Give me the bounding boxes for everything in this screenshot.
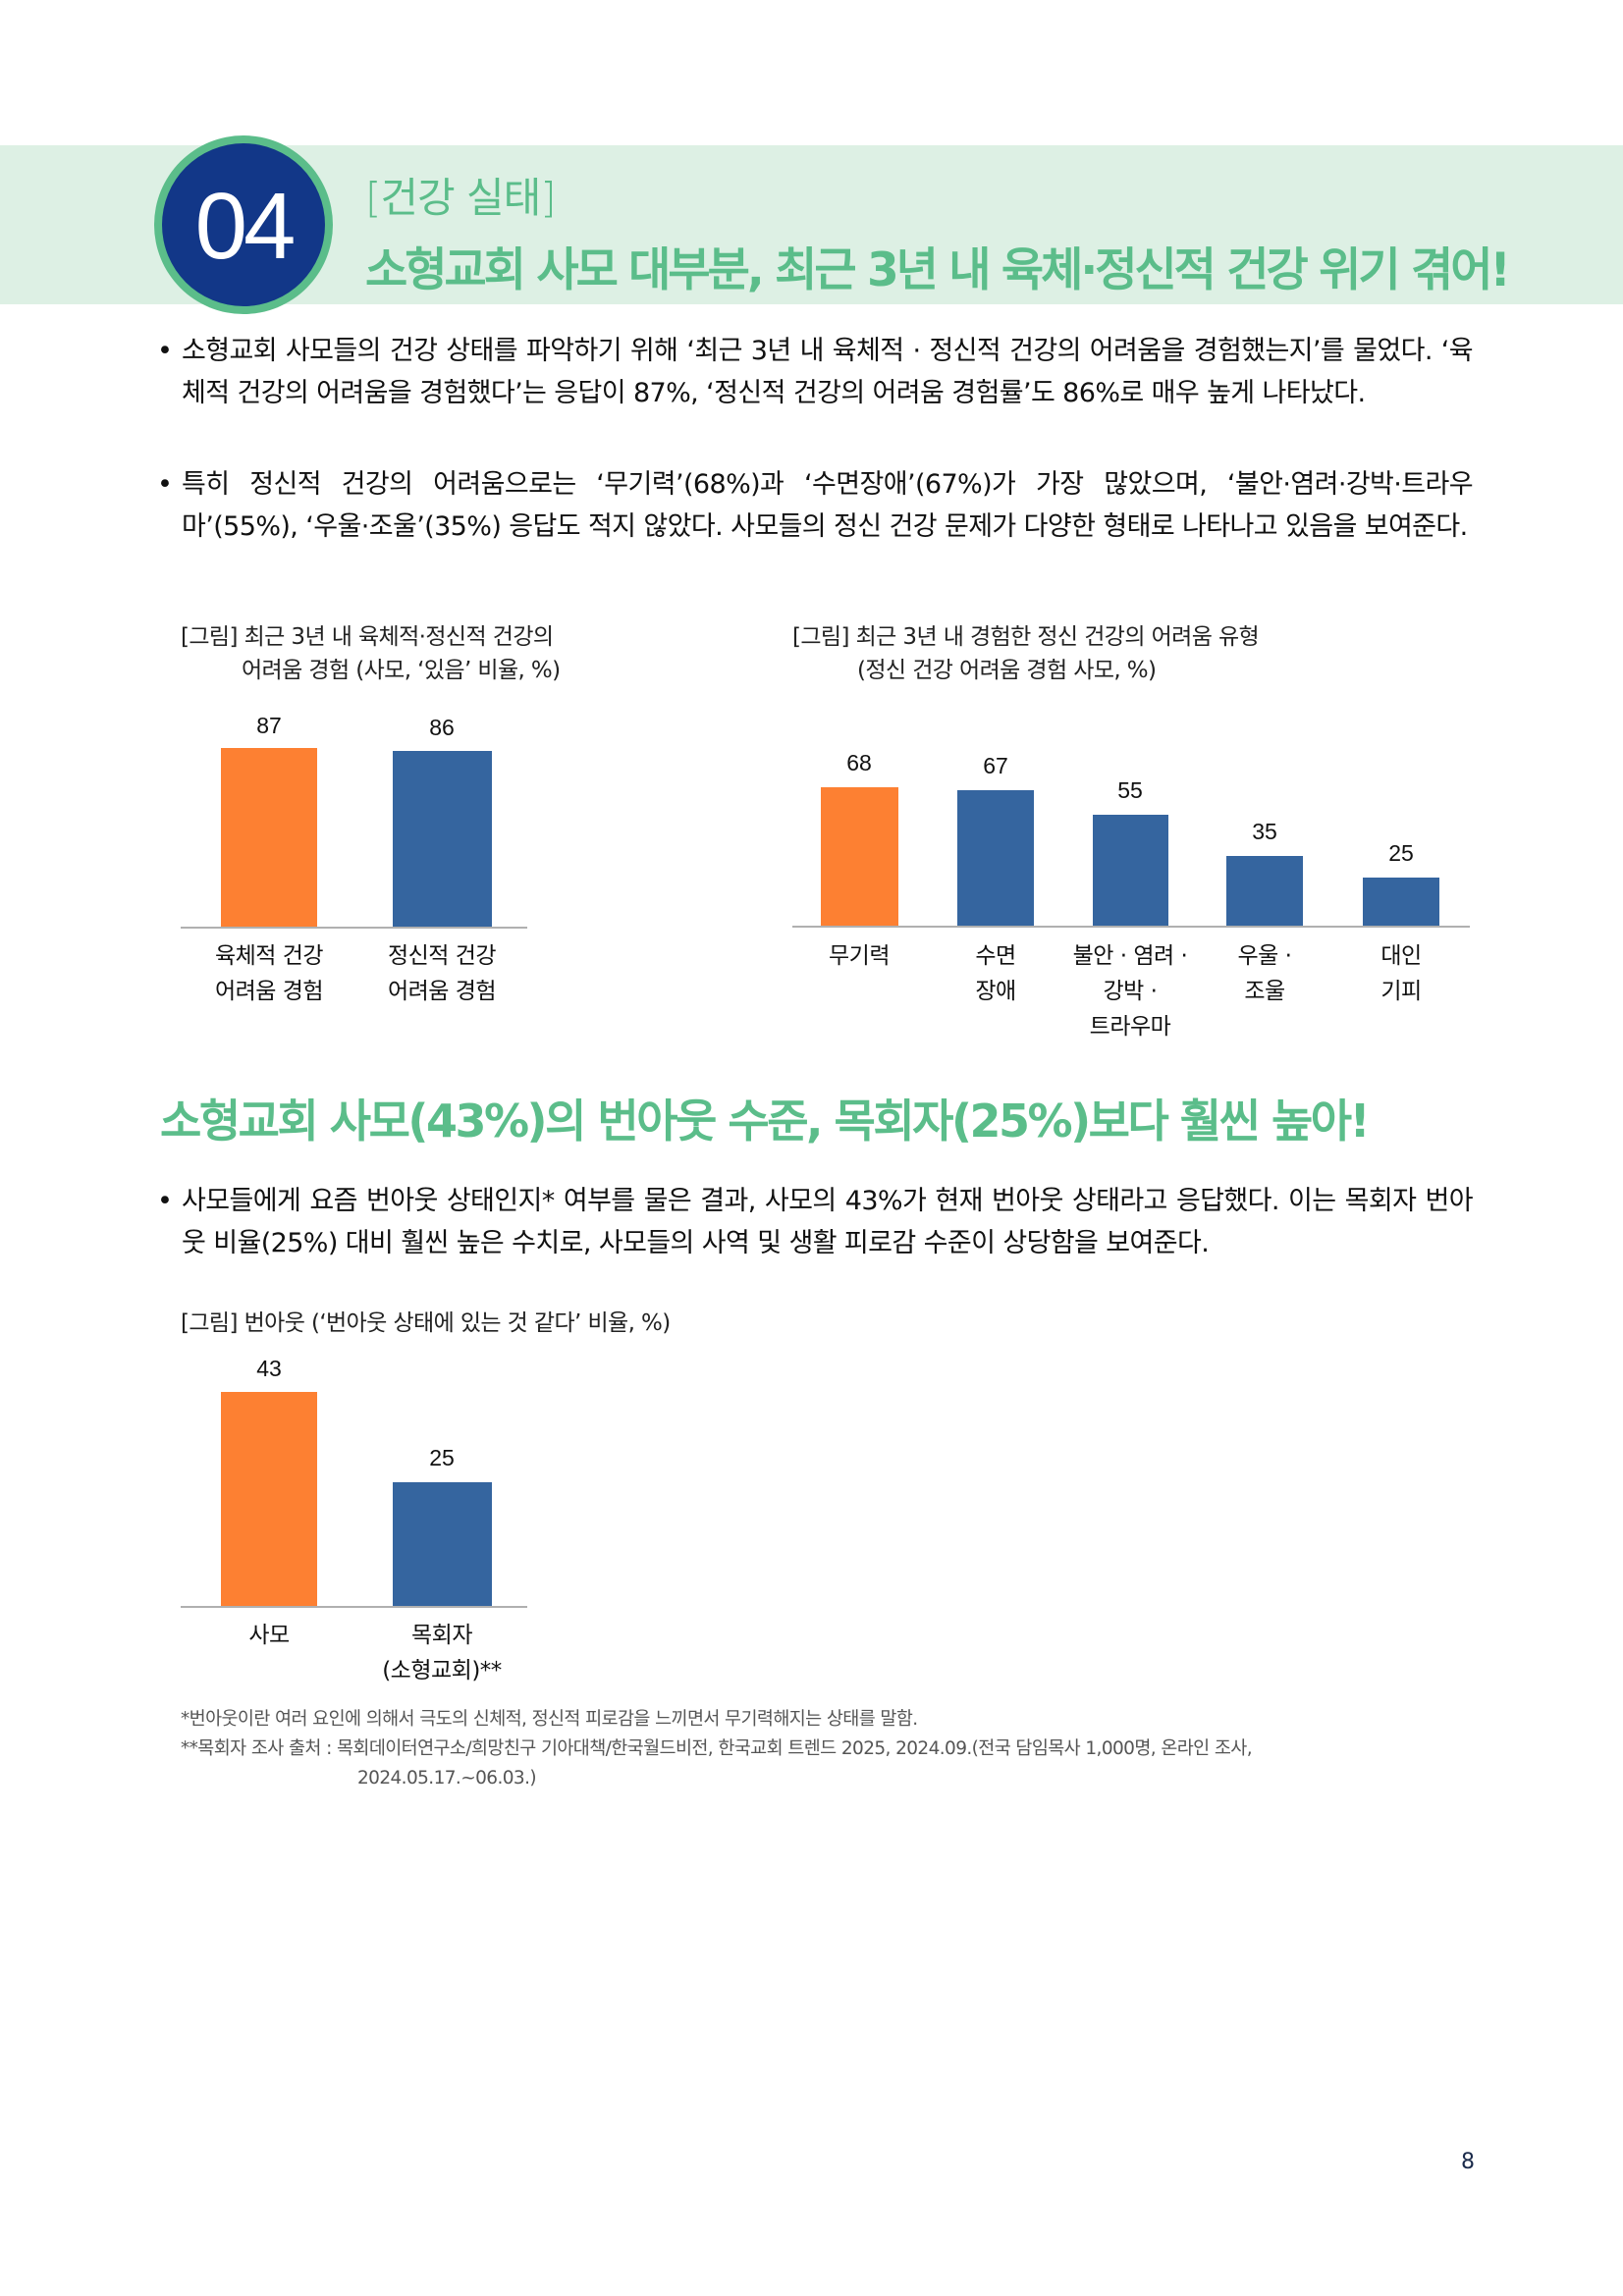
bar-lethargy [821,787,898,927]
footnote-source-line1: **목회자 조사 출처 : 목회데이터연구소/희망친구 기아대책/한국월드비전,… [181,1738,1253,1759]
category-line: 강박 · [1103,979,1158,1004]
bar-mental [393,751,492,928]
footnote-burnout-definition: *번아웃이란 여러 요인에 의해서 극도의 신체적, 정신적 피로감을 느끼면서… [181,1709,918,1730]
paragraph-text: 특히 정신적 건강의 어려움으로는 ‘무기력’(68%)과 ‘수면장애’(67%… [182,469,1474,542]
bar-samo [221,1392,317,1606]
category-label: 우울 · 조울 [1206,938,1324,1009]
bullet-icon: • [157,469,173,500]
bar-anxiety [1093,815,1168,927]
category-line: 불안 · 염려 · [1072,943,1188,969]
value-label: 35 [1252,819,1277,844]
bar-sleep-disorder [957,790,1034,927]
value-label: 25 [1388,840,1414,866]
value-label: 43 [256,1356,282,1381]
value-label: 67 [983,753,1008,778]
category-line: (소형교회)** [382,1658,502,1683]
x-axis [792,926,1470,928]
category-label: 육체적 건강 어려움 경험 [190,938,348,1009]
bullet-icon: • [157,1186,173,1216]
value-label: 25 [429,1445,455,1470]
value-label: 87 [256,713,282,738]
category-line: 육체적 건강 [214,943,324,969]
section-kicker: [건강 실태] [365,174,557,222]
figure-1-title-line2: 어려움 경험 (사모, ‘있음’ 비율, %) [242,658,561,683]
figure-1-title-line1: [그림] 최근 3년 내 육체적·정신적 건강의 [181,624,554,650]
value-label: 55 [1117,777,1143,803]
bar-depression [1226,856,1303,927]
page-headline: 소형교회 사모 대부분, 최근 3년 내 육체·정신적 건강 위기 겪어! [365,243,1511,297]
value-label: 68 [846,750,872,775]
category-line: 대인 [1380,943,1422,969]
figure-2-title-line2: (정신 건강 어려움 경험 사모, %) [857,658,1157,683]
section-badge-inner: 04 [162,143,325,306]
paragraph-1: • 소형교회 사모들의 건강 상태를 파악하기 위해 ‘최근 3년 내 육체적 … [157,331,1474,414]
section-subheadline: 소형교회 사모(43%)의 번아웃 수준, 목회자(25%)보다 훨씬 높아! [160,1095,1371,1148]
category-label: 불안 · 염려 · 강박 · 트라우마 [1052,938,1209,1044]
figure-2-title-line1: [그림] 최근 3년 내 경험한 정신 건강의 어려움 유형 [792,624,1260,650]
category-line: 장애 [975,979,1016,1004]
value-label: 86 [429,715,455,740]
category-line: 조울 [1244,979,1285,1004]
category-line: 수면 [975,943,1016,969]
category-line: 사모 [248,1623,290,1648]
paragraph-2: • 특히 정신적 건강의 어려움으로는 ‘무기력’(68%)과 ‘수면장애’(6… [157,464,1474,548]
category-line: 정신적 건강 [387,943,497,969]
paragraph-3: • 사모들에게 요즘 번아웃 상태인지* 여부를 물은 결과, 사모의 43%가… [157,1181,1474,1264]
footnote-source-line2: 2024.05.17.~06.03.) [357,1768,537,1789]
category-line: 기피 [1380,979,1422,1004]
category-label: 목회자 (소형교회)** [363,1618,520,1688]
paragraph-text: 소형교회 사모들의 건강 상태를 파악하기 위해 ‘최근 3년 내 육체적 · … [182,336,1474,408]
category-line: 목회자 [411,1623,472,1648]
bar-physical [221,748,317,928]
x-axis [181,927,527,929]
category-line: 어려움 경험 [387,979,497,1004]
bar-pastor [393,1482,492,1606]
bar-social-avoidance [1363,878,1439,927]
bullet-icon: • [157,336,173,366]
category-line: 우울 · [1237,943,1292,969]
figure-3-title: [그림] 번아웃 (‘번아웃 상태에 있는 것 같다’ 비율, %) [181,1310,671,1336]
category-label: 수면 장애 [937,938,1055,1009]
x-axis [181,1606,527,1608]
category-label: 대인 기피 [1342,938,1460,1009]
category-line: 무기력 [829,943,890,969]
page-number: 8 [1461,2150,1475,2174]
section-number: 04 [194,174,297,279]
paragraph-text: 사모들에게 요즘 번아웃 상태인지* 여부를 물은 결과, 사모의 43%가 현… [182,1186,1474,1258]
category-line: 어려움 경험 [214,979,324,1004]
category-label: 무기력 [800,938,918,974]
category-label: 사모 [210,1618,328,1653]
category-line: 트라우마 [1089,1014,1171,1040]
section-badge: 04 [154,135,333,314]
category-label: 정신적 건강 어려움 경험 [363,938,520,1009]
